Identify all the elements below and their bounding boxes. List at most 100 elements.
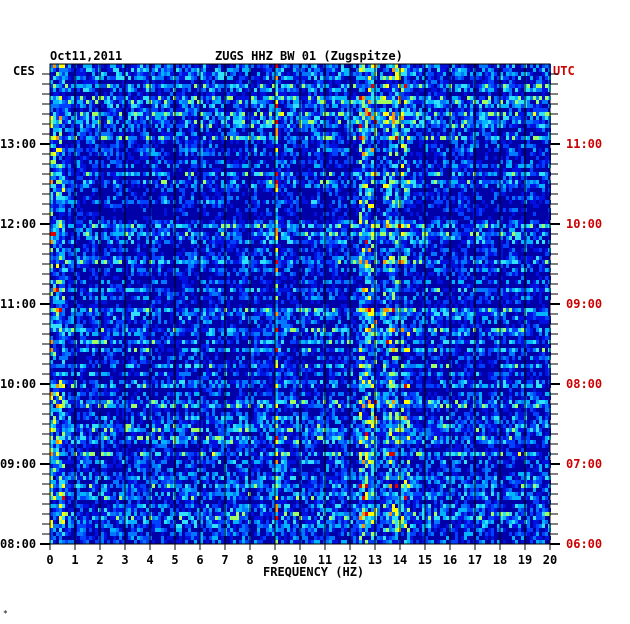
spectrogram-cell	[71, 100, 74, 104]
spectrogram-cell	[404, 84, 407, 88]
spectrogram-cell	[143, 208, 146, 212]
spectrogram-cell	[380, 180, 383, 184]
spectrogram-cell	[161, 72, 164, 76]
spectrogram-cell	[212, 220, 215, 224]
spectrogram-cell	[77, 160, 80, 164]
spectrogram-cell	[437, 196, 440, 200]
spectrogram-cell	[272, 76, 275, 80]
spectrogram-cell	[359, 148, 362, 152]
spectrogram-cell	[266, 188, 269, 192]
spectrogram-cell	[425, 64, 428, 68]
spectrogram-cell	[365, 232, 368, 236]
spectrogram-cell	[263, 160, 266, 164]
spectrogram-cell	[443, 196, 446, 200]
spectrogram-cell	[350, 184, 353, 188]
spectrogram-cell	[236, 104, 239, 108]
spectrogram-cell	[401, 244, 404, 248]
spectrogram-cell	[509, 96, 512, 100]
spectrogram-cell	[350, 240, 353, 244]
spectrogram-cell	[536, 116, 539, 120]
spectrogram-cell	[83, 84, 86, 88]
spectrogram-cell	[62, 184, 65, 188]
spectrogram-cell	[290, 120, 293, 124]
spectrogram-cell	[455, 100, 458, 104]
spectrogram-cell	[107, 120, 110, 124]
spectrogram-cell	[461, 204, 464, 208]
spectrogram-cell	[182, 232, 185, 236]
spectrogram-cell	[533, 104, 536, 108]
spectrogram-cell	[311, 72, 314, 76]
spectrogram-cell	[95, 164, 98, 168]
spectrogram-cell	[197, 244, 200, 248]
spectrogram-cell	[146, 156, 149, 160]
spectrogram-cell	[218, 196, 221, 200]
spectrogram-cell	[350, 108, 353, 112]
spectrogram-cell	[344, 228, 347, 232]
spectrogram-cell	[236, 208, 239, 212]
spectrogram-cell	[137, 236, 140, 240]
spectrogram-cell	[131, 156, 134, 160]
spectrogram-cell	[296, 216, 299, 220]
spectrogram-cell	[407, 148, 410, 152]
spectrogram-cell	[68, 188, 71, 192]
spectrogram-cell	[302, 196, 305, 200]
spectrogram-cell	[365, 136, 368, 140]
spectrogram-cell	[212, 224, 215, 228]
spectrogram-cell	[404, 76, 407, 80]
spectrogram-cell	[479, 168, 482, 172]
spectrogram-cell	[140, 196, 143, 200]
spectrogram-cell	[164, 72, 167, 76]
spectrogram-cell	[332, 220, 335, 224]
spectrogram-cell	[383, 168, 386, 172]
spectrogram-cell	[452, 168, 455, 172]
spectrogram-cell	[92, 168, 95, 172]
spectrogram-cell	[347, 116, 350, 120]
spectrogram-cell	[479, 84, 482, 88]
spectrogram-cell	[131, 84, 134, 88]
spectrogram-cell	[422, 176, 425, 180]
spectrogram-cell	[470, 72, 473, 76]
spectrogram-cell	[260, 128, 263, 132]
spectrogram-cell	[425, 136, 428, 140]
spectrogram-cell	[179, 128, 182, 132]
spectrogram-cell	[428, 76, 431, 80]
spectrogram-cell	[68, 248, 71, 252]
spectrogram-cell	[95, 120, 98, 124]
spectrogram-cell	[386, 88, 389, 92]
spectrogram-cell	[545, 124, 548, 128]
spectrogram-cell	[302, 104, 305, 108]
spectrogram-cell	[194, 240, 197, 244]
spectrogram-cell	[293, 156, 296, 160]
spectrogram-cell	[284, 148, 287, 152]
spectrogram-cell	[311, 232, 314, 236]
spectrogram-cell	[341, 228, 344, 232]
spectrogram-cell	[317, 224, 320, 228]
spectrogram-cell	[158, 160, 161, 164]
spectrogram-cell	[191, 132, 194, 136]
spectrogram-cell	[71, 68, 74, 72]
spectrogram-cell	[194, 168, 197, 172]
spectrogram-cell	[221, 244, 224, 248]
spectrogram-cell	[515, 184, 518, 188]
spectrogram-cell	[155, 76, 158, 80]
spectrogram-cell	[83, 88, 86, 92]
spectrogram-cell	[92, 112, 95, 116]
spectrogram-cell	[164, 136, 167, 140]
spectrogram-cell	[368, 76, 371, 80]
spectrogram-cell	[461, 224, 464, 228]
spectrogram-cell	[506, 132, 509, 136]
spectrogram-cell	[116, 76, 119, 80]
spectrogram-cell	[431, 224, 434, 228]
spectrogram-cell	[494, 100, 497, 104]
spectrogram-cell	[389, 80, 392, 84]
spectrogram-cell	[326, 144, 329, 148]
spectrogram-cell	[50, 232, 53, 236]
spectrogram-cell	[152, 188, 155, 192]
spectrogram-cell	[380, 228, 383, 232]
spectrogram-cell	[326, 112, 329, 116]
spectrogram-cell	[458, 200, 461, 204]
spectrogram-cell	[56, 240, 59, 244]
spectrogram-cell	[179, 168, 182, 172]
spectrogram-cell	[431, 132, 434, 136]
spectrogram-cell	[350, 64, 353, 68]
